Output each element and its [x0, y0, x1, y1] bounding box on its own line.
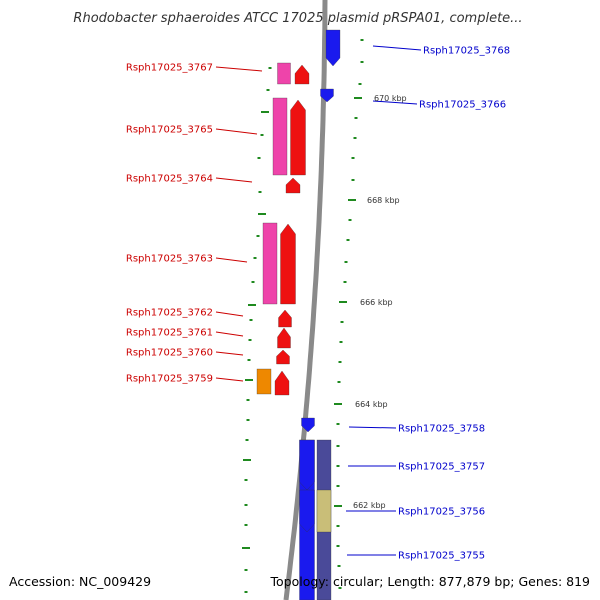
gene-3768-arrow	[325, 29, 341, 67]
genome-summary: Topology: circular; Length: 877,879 bp; …	[270, 574, 591, 589]
leader-line	[215, 311, 244, 317]
gene-label-right: Rsph17025_3758	[398, 424, 485, 435]
kbp-label: 664 kbp	[355, 400, 388, 409]
leader-line	[215, 177, 253, 183]
kbp-label: 668 kbp	[367, 196, 400, 205]
gene-features	[256, 29, 341, 600]
gene-3758-arrow	[301, 417, 315, 433]
gene-3761-arrow	[277, 327, 291, 349]
gene-label-left: Rsph17025_3763	[126, 254, 213, 265]
gene-label-left: Rsph17025_3762	[126, 308, 213, 319]
gene-3763-arrow	[280, 223, 296, 305]
gene-label-left: Rsph17025_3759	[126, 374, 213, 385]
gene-label-left: Rsph17025_3761	[126, 328, 213, 339]
gene-3756-khaki	[316, 489, 332, 533]
leader-line	[215, 377, 244, 382]
kbp-label: 670 kbp	[374, 94, 407, 103]
kbp-labels: 670 kbp 668 kbp 666 kbp 664 kbp 662 kbp	[353, 94, 407, 510]
gene-label-left: Rsph17025_3764	[126, 174, 213, 185]
leader-line	[215, 351, 244, 356]
gene-3767-arrow	[294, 64, 310, 85]
gene-3759-orange	[256, 368, 272, 395]
accession-label: Accession: NC_009429	[9, 574, 151, 589]
gene-label-right: Rsph17025_3755	[398, 551, 485, 562]
gene-label-right: Rsph17025_3768	[423, 46, 510, 57]
gene-3765-pink	[272, 97, 288, 176]
gene-label-right: Rsph17025_3756	[398, 507, 485, 518]
gene-3763-pink	[262, 222, 278, 305]
gene-3762-arrow	[278, 309, 292, 328]
gene-3760-arrow	[276, 349, 290, 365]
gene-label-left: Rsph17025_3767	[126, 63, 213, 74]
leader-line	[372, 45, 422, 51]
gene-3764-arrow	[285, 177, 301, 194]
gene-3765-arrow	[290, 99, 306, 176]
gene-3757-head	[299, 439, 315, 491]
tick-marks	[242, 39, 364, 593]
kbp-label: 662 kbp	[353, 501, 386, 510]
gene-label-right: Rsph17025_3766	[419, 100, 506, 111]
gene-label-left: Rsph17025_3765	[126, 125, 213, 136]
gene-3759-arrow	[274, 370, 290, 396]
gene-3756-head	[299, 489, 315, 533]
leader-line	[215, 128, 258, 135]
map-title: Rhodobacter sphaeroides ATCC 17025 plasm…	[73, 11, 522, 26]
gene-labels: Rsph17025_3767 Rsph17025_3765 Rsph17025_37…	[126, 46, 510, 562]
gene-label-left: Rsph17025_3760	[126, 348, 213, 359]
gene-3766-arrow	[320, 88, 334, 103]
leader-line	[215, 331, 244, 337]
gene-label-right: Rsph17025_3757	[398, 462, 485, 473]
backbone-arc	[283, 0, 328, 600]
gene-3767-pink	[277, 62, 291, 85]
kbp-label: 666 kbp	[360, 298, 393, 307]
leader-line	[215, 257, 248, 263]
leader-line	[348, 426, 397, 429]
leader-line	[372, 100, 418, 105]
leader-line	[215, 66, 263, 72]
